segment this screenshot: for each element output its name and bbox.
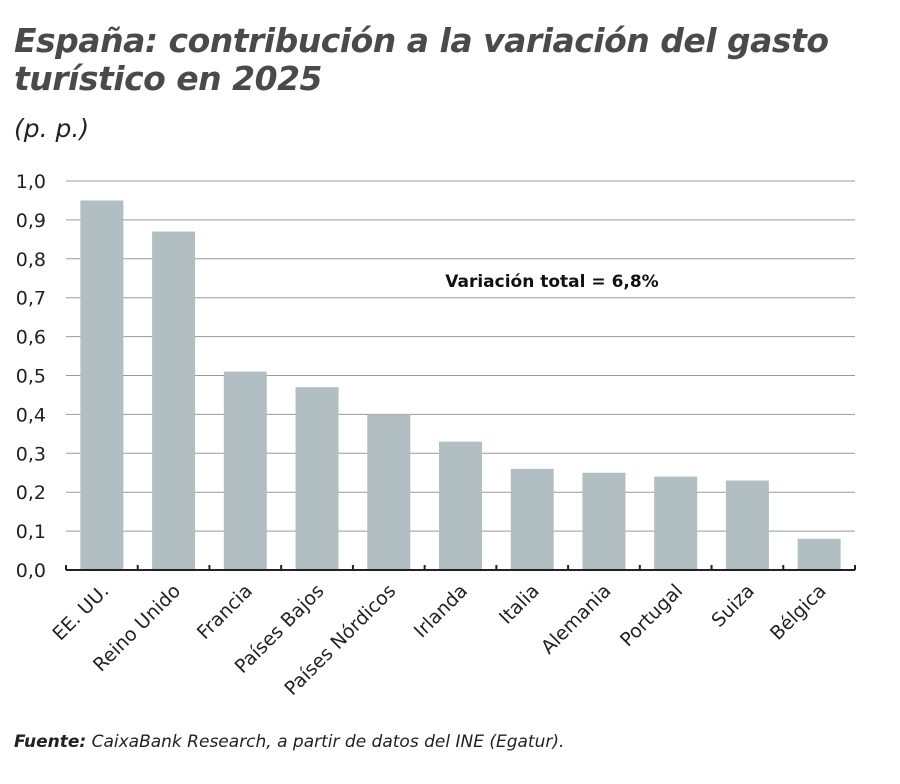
x-category-label: Alemania [537, 580, 616, 659]
bar-1 [152, 231, 196, 570]
source-note: Fuente: CaixaBank Research, a partir de … [14, 732, 564, 752]
y-tick-label: 0,9 [16, 210, 46, 232]
source-text: CaixaBank Research, a partir de datos de… [86, 732, 565, 752]
bar-10 [797, 538, 841, 570]
y-tick-label: 0,7 [16, 288, 46, 310]
y-axis-unit: (p. p.) [14, 114, 90, 143]
y-tick-label: 0,0 [16, 560, 46, 582]
x-category-label: Portugal [616, 580, 687, 651]
bar-8 [654, 476, 698, 570]
bar-5 [439, 441, 482, 570]
y-tick-label: 0,8 [16, 249, 46, 271]
x-category-label: EE. UU. [48, 580, 113, 645]
bar-4 [367, 414, 411, 570]
chart-title: España: contribución a la variación del … [14, 21, 829, 98]
x-category-label: Suiza [707, 580, 759, 632]
y-tick-label: 0,4 [16, 404, 46, 426]
y-tick-label: 0,6 [16, 327, 46, 349]
bar-0 [80, 200, 124, 570]
y-tick-label: 0,1 [16, 521, 46, 543]
bar-3 [295, 387, 339, 570]
y-tick-label: 0,5 [16, 366, 46, 388]
y-tick-label: 1,0 [16, 171, 46, 193]
y-tick-label: 0,2 [16, 482, 46, 504]
x-category-label: Francia [193, 580, 257, 644]
total-variation-annotation: Variación total = 6,8% [445, 272, 658, 292]
bar-2 [223, 371, 267, 570]
x-category-label: Irlanda [410, 580, 472, 642]
x-category-label: Bélgica [766, 580, 831, 645]
bar-7 [582, 472, 626, 570]
x-category-label: Italia [495, 580, 544, 629]
bar-6 [510, 468, 554, 570]
source-label: Fuente: [14, 732, 87, 752]
bar-9 [725, 480, 769, 570]
y-tick-label: 0,3 [16, 443, 46, 465]
